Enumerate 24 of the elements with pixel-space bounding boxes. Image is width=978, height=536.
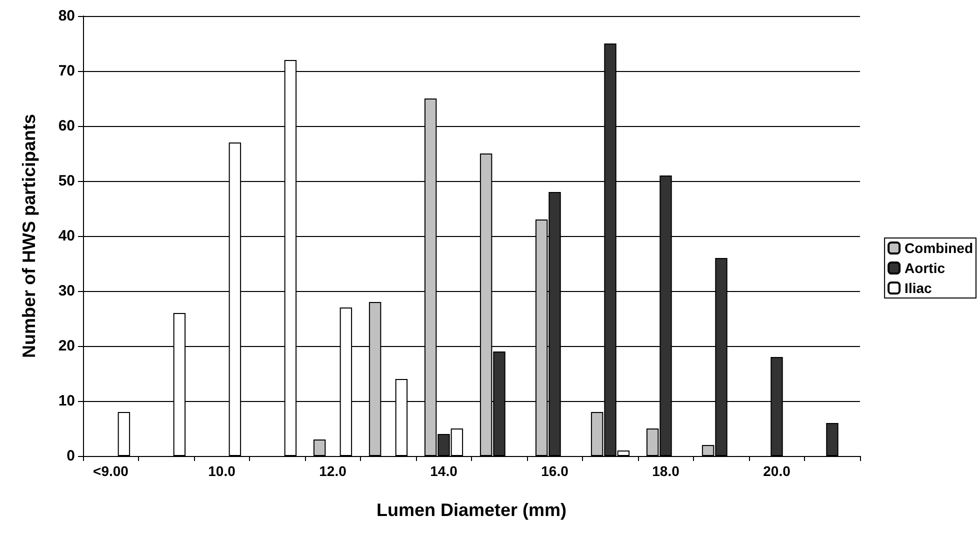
y-tick-label: 50 (58, 172, 75, 190)
legend-label: Combined (904, 240, 974, 256)
x-axis-title: Lumen Diameter (mm) (376, 500, 567, 520)
y-tick-label: 80 (58, 8, 75, 24)
y-axis-title: Number of HWS participants (19, 114, 39, 358)
legend-label: Iliac (904, 280, 932, 296)
bar (826, 423, 838, 456)
x-tick-label: 10.0 (208, 463, 236, 479)
x-tick-label: 12.0 (319, 463, 347, 479)
y-tick-label: 30 (58, 282, 75, 300)
x-tick-label: 18.0 (652, 463, 680, 479)
y-tick-label: 70 (58, 62, 75, 80)
y-tick-label: 60 (58, 118, 75, 134)
x-tick-label: 20.0 (763, 463, 791, 479)
y-tick-label: 40 (58, 228, 75, 244)
bar (313, 440, 326, 456)
legend-label: Aortic (904, 260, 946, 276)
x-tick-label: <9.00 (93, 463, 129, 479)
bar (118, 412, 130, 456)
y-tick-label: 0 (66, 448, 75, 464)
x-tick-label: 16.0 (541, 463, 569, 479)
y-tick-label: 20 (58, 338, 75, 354)
y-tick-label: 10 (58, 392, 75, 410)
x-tick-label: 14.0 (430, 463, 458, 479)
